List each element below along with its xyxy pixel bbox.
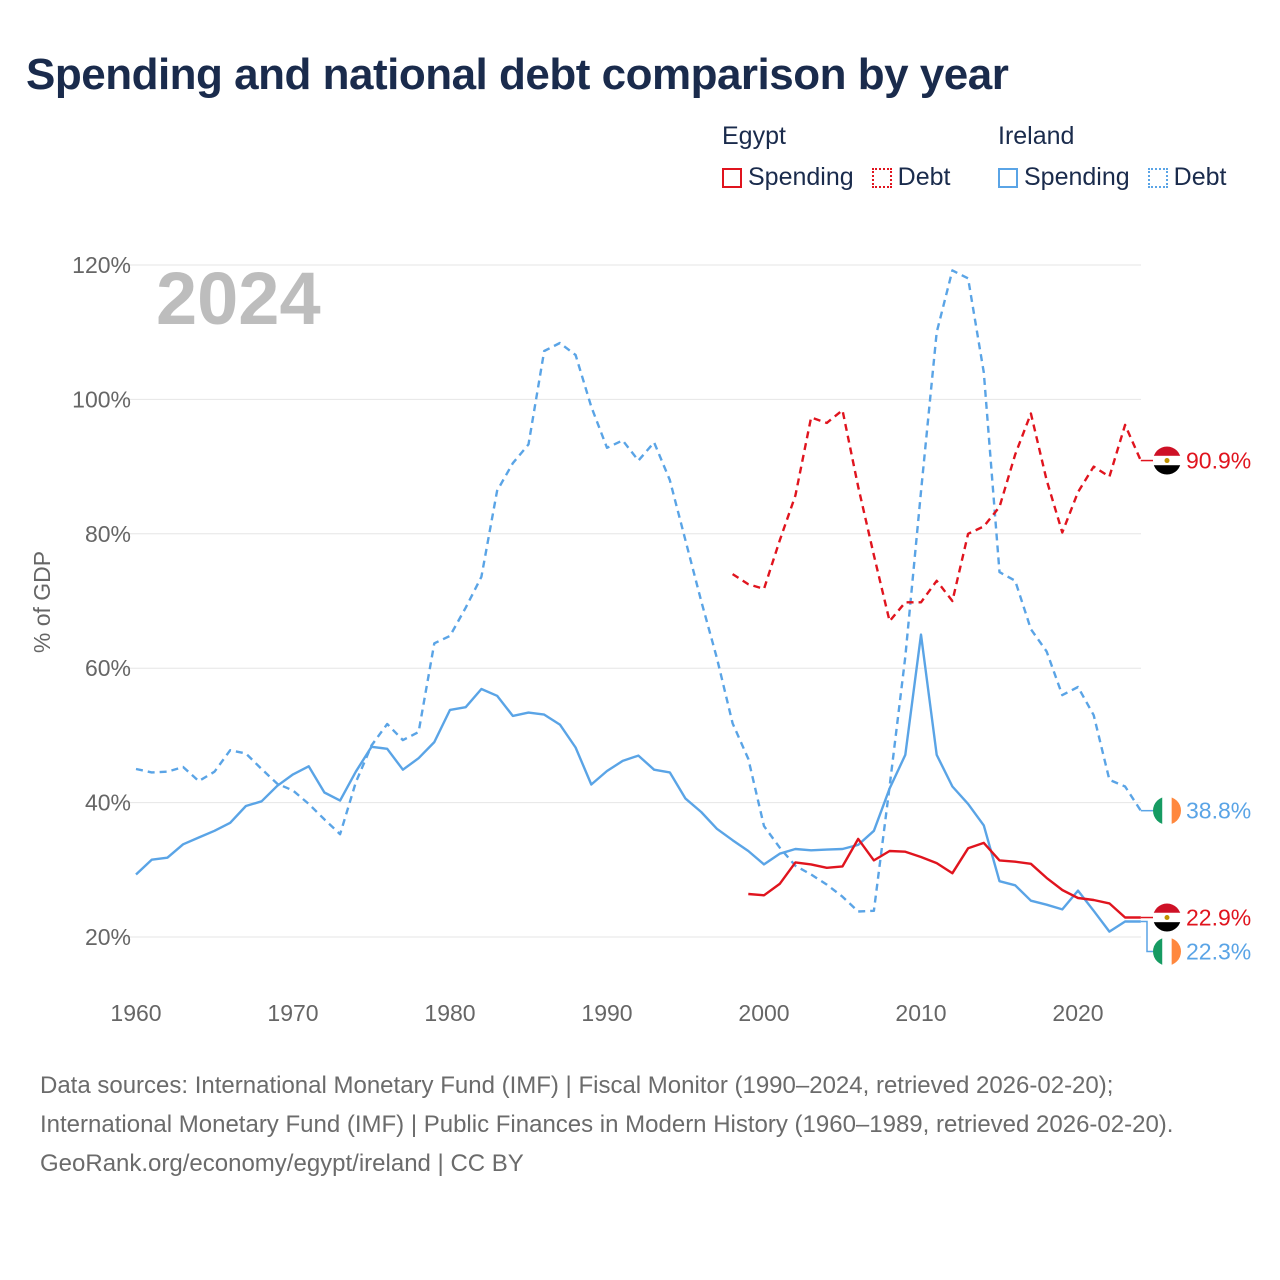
series-line-egypt-spending[interactable] <box>748 837 1141 919</box>
end-value-label: 38.8% <box>1186 798 1251 824</box>
legend-item-egypt-spending[interactable]: Spending <box>722 163 854 192</box>
y-tick-label: 20% <box>85 924 131 950</box>
legend-label: Spending <box>748 163 854 191</box>
dotted-swatch-icon <box>1147 167 1168 188</box>
y-tick-label: 40% <box>85 790 131 816</box>
legend-label: Spending <box>1024 163 1130 191</box>
credit-link[interactable]: GeoRank.org/economy/egypt/ireland | CC B… <box>40 1150 524 1177</box>
egypt-flag-icon <box>1153 446 1181 475</box>
chart-title: Spending and national debt comparison by… <box>26 50 1009 99</box>
x-tick-label: 1970 <box>267 1000 318 1026</box>
x-tick-label: 1960 <box>110 1000 161 1026</box>
x-tick-label: 1980 <box>424 1000 475 1026</box>
end-value-label: 22.9% <box>1186 905 1251 931</box>
series-line-ireland-spending[interactable] <box>135 633 1141 933</box>
end-value-label: 90.9% <box>1186 448 1251 474</box>
series-line-ireland-debt[interactable] <box>135 269 1142 913</box>
dotted-swatch-icon <box>871 167 892 188</box>
end-value-label: 22.3% <box>1186 939 1251 965</box>
legend-item-ireland-spending[interactable]: Spending <box>998 163 1130 192</box>
legend-label: Debt <box>897 163 951 191</box>
egypt-flag-icon <box>1153 903 1181 932</box>
series-line-egypt-debt[interactable] <box>731 409 1142 623</box>
legend-group-egypt: Egypt Spending Debt <box>722 122 968 192</box>
footer: Data sources: International Monetary Fun… <box>40 1066 1240 1183</box>
x-tick-label: 2020 <box>1052 1000 1103 1026</box>
line-chart: 20% 40% 60% 80% 100% 120% 1960 1970 1980 1990 2000… <box>29 252 1251 1026</box>
ireland-flag-icon <box>1153 796 1181 825</box>
y-tick-label: 120% <box>72 252 131 278</box>
y-tick-label: 60% <box>85 655 131 681</box>
legend-group-ireland: Ireland Spending Debt <box>998 122 1244 192</box>
y-tick-label: 80% <box>85 521 131 547</box>
legend-item-ireland-debt[interactable]: Debt <box>1147 163 1227 192</box>
legend-item-egypt-debt[interactable]: Debt <box>871 163 951 192</box>
solid-swatch-icon <box>722 167 742 188</box>
x-tick-label: 2010 <box>895 1000 946 1026</box>
end-label-connector <box>1140 920 1153 953</box>
solid-swatch-icon <box>998 167 1018 188</box>
legend-label: Debt <box>1173 163 1227 191</box>
x-tick-label: 1990 <box>581 1000 632 1026</box>
year-label: 2024 <box>156 257 321 340</box>
y-tick-label: 100% <box>72 386 131 412</box>
ireland-flag-icon <box>1153 937 1181 966</box>
data-sources: Data sources: International Monetary Fun… <box>40 1072 1174 1138</box>
legend-country-egypt: Egypt <box>722 122 786 150</box>
y-axis-label: % of GDP <box>29 551 55 653</box>
x-tick-label: 2000 <box>738 1000 789 1026</box>
legend-country-ireland: Ireland <box>998 122 1075 150</box>
